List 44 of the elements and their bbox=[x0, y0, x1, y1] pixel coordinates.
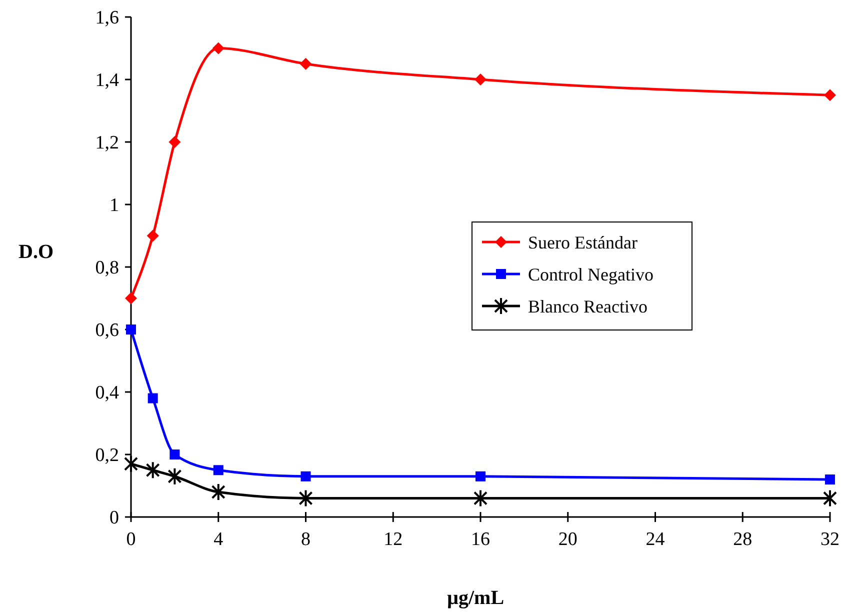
y-tick-label: 1,6 bbox=[95, 8, 119, 29]
point bbox=[212, 42, 224, 54]
point bbox=[213, 465, 224, 476]
point bbox=[300, 471, 311, 482]
point bbox=[146, 230, 159, 242]
point bbox=[125, 292, 137, 304]
point bbox=[168, 467, 182, 486]
y-tick-label: 0,6 bbox=[95, 320, 119, 342]
legend-label: Control Negativo bbox=[528, 264, 654, 284]
y-tick-label: 0,8 bbox=[95, 258, 119, 279]
point bbox=[146, 461, 160, 480]
point bbox=[476, 471, 486, 482]
x-tick-label: 12 bbox=[384, 529, 403, 550]
x-tick-label: 4 bbox=[214, 529, 224, 550]
x-tick-label: 28 bbox=[733, 529, 752, 550]
y-axis-title: D.O bbox=[18, 241, 54, 263]
point bbox=[211, 483, 226, 501]
legend-label: Suero Estándar bbox=[528, 232, 638, 252]
point bbox=[298, 489, 313, 508]
point bbox=[300, 58, 312, 70]
point bbox=[170, 450, 180, 460]
y-tick-label: 0,4 bbox=[95, 382, 120, 404]
x-axis-title: µg/mL bbox=[446, 587, 504, 609]
point bbox=[126, 324, 136, 334]
y-tick-label: 1,2 bbox=[95, 132, 119, 154]
x-tick-label: 20 bbox=[558, 529, 578, 550]
point bbox=[825, 474, 835, 484]
x-tick-label: 8 bbox=[301, 529, 310, 550]
x-tick-label: 32 bbox=[820, 529, 840, 550]
y-tick-label: 0 bbox=[110, 508, 119, 529]
point bbox=[148, 393, 158, 404]
point bbox=[823, 489, 837, 508]
y-tick-label: 1,4 bbox=[95, 70, 120, 92]
point bbox=[824, 89, 836, 102]
point bbox=[474, 489, 488, 508]
x-tick-label: 16 bbox=[471, 529, 490, 550]
x-tick-label: 24 bbox=[646, 529, 666, 550]
y-tick-label: 0,2 bbox=[95, 445, 119, 466]
x-tick-label: 0 bbox=[126, 529, 136, 550]
point bbox=[474, 74, 486, 86]
point bbox=[124, 454, 138, 473]
point bbox=[168, 136, 181, 148]
legend-label: Blanco Reactivo bbox=[528, 296, 648, 316]
y-tick-label: 1 bbox=[110, 195, 119, 216]
